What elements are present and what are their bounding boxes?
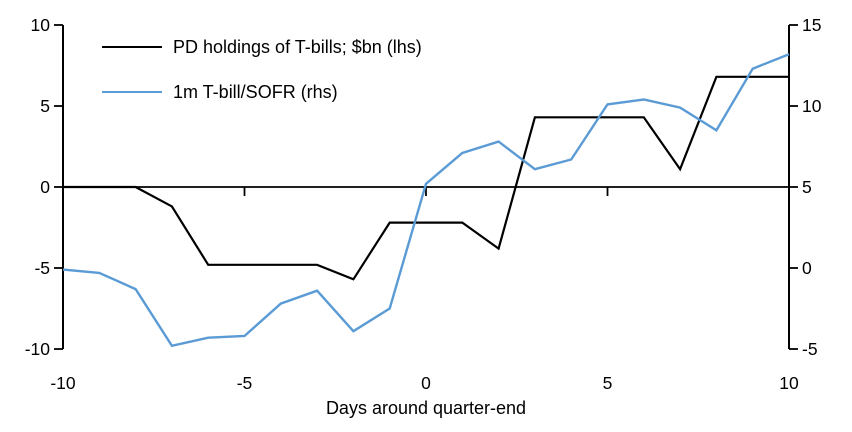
legend-label-tbill-sofr: 1m T-bill/SOFR (rhs): [173, 81, 338, 102]
legend: PD holdings of T-bills; $bn (lhs) 1m T-b…: [102, 33, 422, 123]
legend-label-pd-holdings: PD holdings of T-bills; $bn (lhs): [173, 36, 422, 57]
x-tick-label: 5: [603, 373, 613, 393]
left-axis-tick-label: -10: [25, 339, 51, 359]
left-axis-tick-label: -5: [34, 258, 50, 278]
right-axis-tick-label: -5: [802, 339, 818, 359]
x-tick-label: 10: [779, 373, 799, 393]
legend-line-swatch-blue: [102, 90, 162, 94]
right-axis-tick-label: 0: [802, 258, 812, 278]
left-axis-tick-label: 0: [40, 177, 50, 197]
series-line-0: [63, 75, 789, 281]
legend-line-swatch-black: [102, 45, 162, 49]
legend-item-tbill-sofr: 1m T-bill/SOFR (rhs): [102, 78, 422, 106]
legend-item-pd-holdings: PD holdings of T-bills; $bn (lhs): [102, 33, 422, 61]
right-axis-tick-label: 5: [802, 177, 812, 197]
right-axis-tick-label: 10: [802, 96, 822, 116]
x-axis-title: Days around quarter-end: [325, 398, 527, 418]
x-tick-label: -5: [237, 373, 253, 393]
right-axis-tick-label: 15: [802, 15, 821, 35]
x-tick-label: 0: [421, 373, 431, 393]
series-line-1: [62, 53, 790, 348]
left-axis-tick-label: 5: [40, 96, 50, 116]
x-tick-label: -10: [50, 373, 76, 393]
left-axis-tick-label: 10: [31, 15, 51, 35]
